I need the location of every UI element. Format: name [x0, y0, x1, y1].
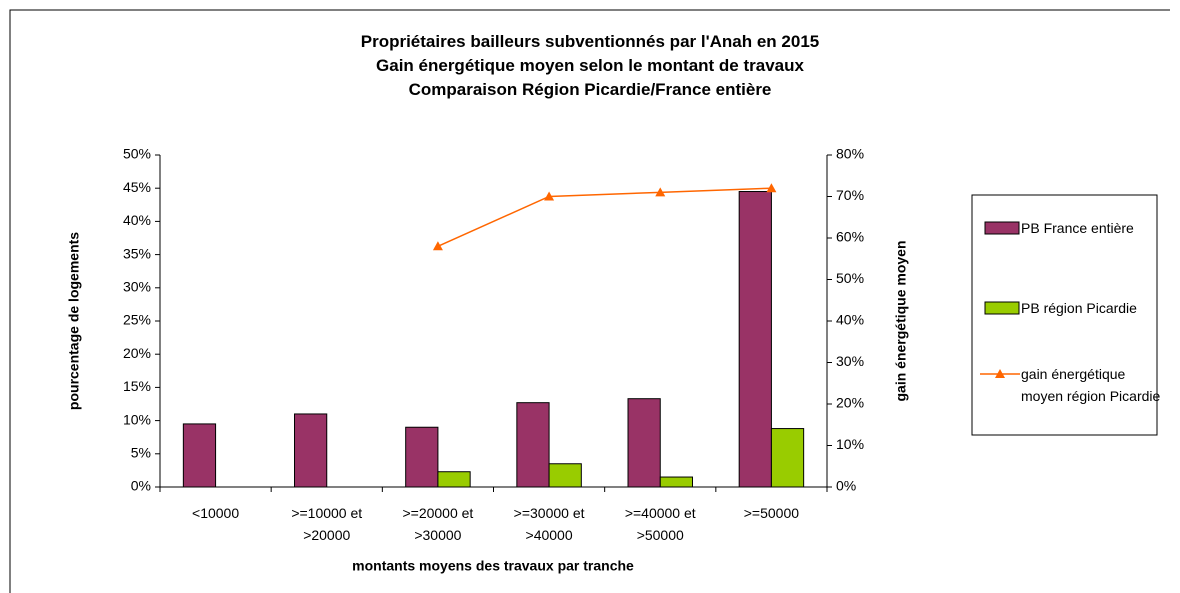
- y2-tick-label: 60%: [836, 229, 864, 245]
- legend-swatch: [984, 301, 1020, 315]
- line-marker: [766, 183, 777, 193]
- legend-label: PB région Picardie: [1021, 300, 1137, 316]
- bar: [405, 426, 439, 488]
- y-axis-title: pourcentage de logements: [66, 232, 82, 410]
- y-tick-label: 25%: [123, 312, 151, 328]
- y-tick-label: 45%: [123, 179, 151, 195]
- line-marker: [432, 241, 443, 251]
- y2-tick-label: 40%: [836, 312, 864, 328]
- line-series: [437, 187, 772, 247]
- y-tick-label: 10%: [123, 411, 151, 427]
- y-tick-label: 20%: [123, 345, 151, 361]
- y-tick-label: 50%: [123, 146, 151, 162]
- y-tick-label: 15%: [123, 378, 151, 394]
- line-marker: [655, 187, 666, 197]
- bar: [659, 476, 693, 488]
- bar: [294, 413, 328, 488]
- bar: [770, 428, 805, 488]
- y-tick-label: 35%: [123, 245, 151, 261]
- x-tick-label: <10000: [192, 505, 240, 521]
- y-tick-label: 5%: [131, 445, 151, 461]
- y2-tick-label: 80%: [836, 146, 864, 162]
- bar: [437, 471, 471, 488]
- y2-tick-label: 10%: [836, 436, 864, 452]
- x-axis-title: montants moyens des travaux par tranche: [352, 558, 634, 574]
- y2-tick-label: 50%: [836, 270, 864, 286]
- bar: [182, 423, 217, 488]
- title-line: Propriétaires bailleurs subventionnés pa…: [360, 32, 820, 51]
- chart-frame: [9, 9, 1170, 593]
- x-tick-label: >=40000 et >50000: [624, 505, 696, 543]
- y-tick-label: 40%: [123, 212, 151, 228]
- bar: [627, 398, 661, 488]
- x-tick-label: >=50000: [743, 505, 800, 521]
- chart-title: Propriétaires bailleurs subventionnés pa…: [0, 30, 1180, 102]
- y2-tick-label: 20%: [836, 395, 864, 411]
- x-tick-label: >=20000 et >30000: [402, 505, 474, 543]
- line-marker: [544, 191, 555, 201]
- legend-box: [971, 194, 1158, 436]
- legend-swatch: [984, 221, 1020, 235]
- y2-tick-label: 30%: [836, 353, 864, 369]
- bar: [516, 402, 550, 488]
- x-tick-label: >=10000 et >20000: [291, 505, 363, 543]
- legend-marker: [995, 369, 1005, 378]
- legend-label: PB France entière: [1021, 220, 1134, 236]
- title-line: Gain énergétique moyen selon le montant …: [376, 56, 804, 75]
- title-line: Comparaison Région Picardie/France entiè…: [408, 80, 772, 99]
- y-tick-label: 0%: [131, 478, 151, 494]
- bar: [548, 463, 582, 488]
- x-tick-label: >=30000 et >40000: [513, 505, 585, 543]
- y2-tick-label: 70%: [836, 187, 864, 203]
- bar: [738, 191, 772, 488]
- y2-tick-label: 0%: [836, 478, 856, 494]
- legend-label: gain énergétique moyen région Picardie: [1021, 366, 1161, 404]
- y2-axis-title: gain énergétique moyen: [893, 240, 909, 401]
- y-tick-label: 30%: [123, 279, 151, 295]
